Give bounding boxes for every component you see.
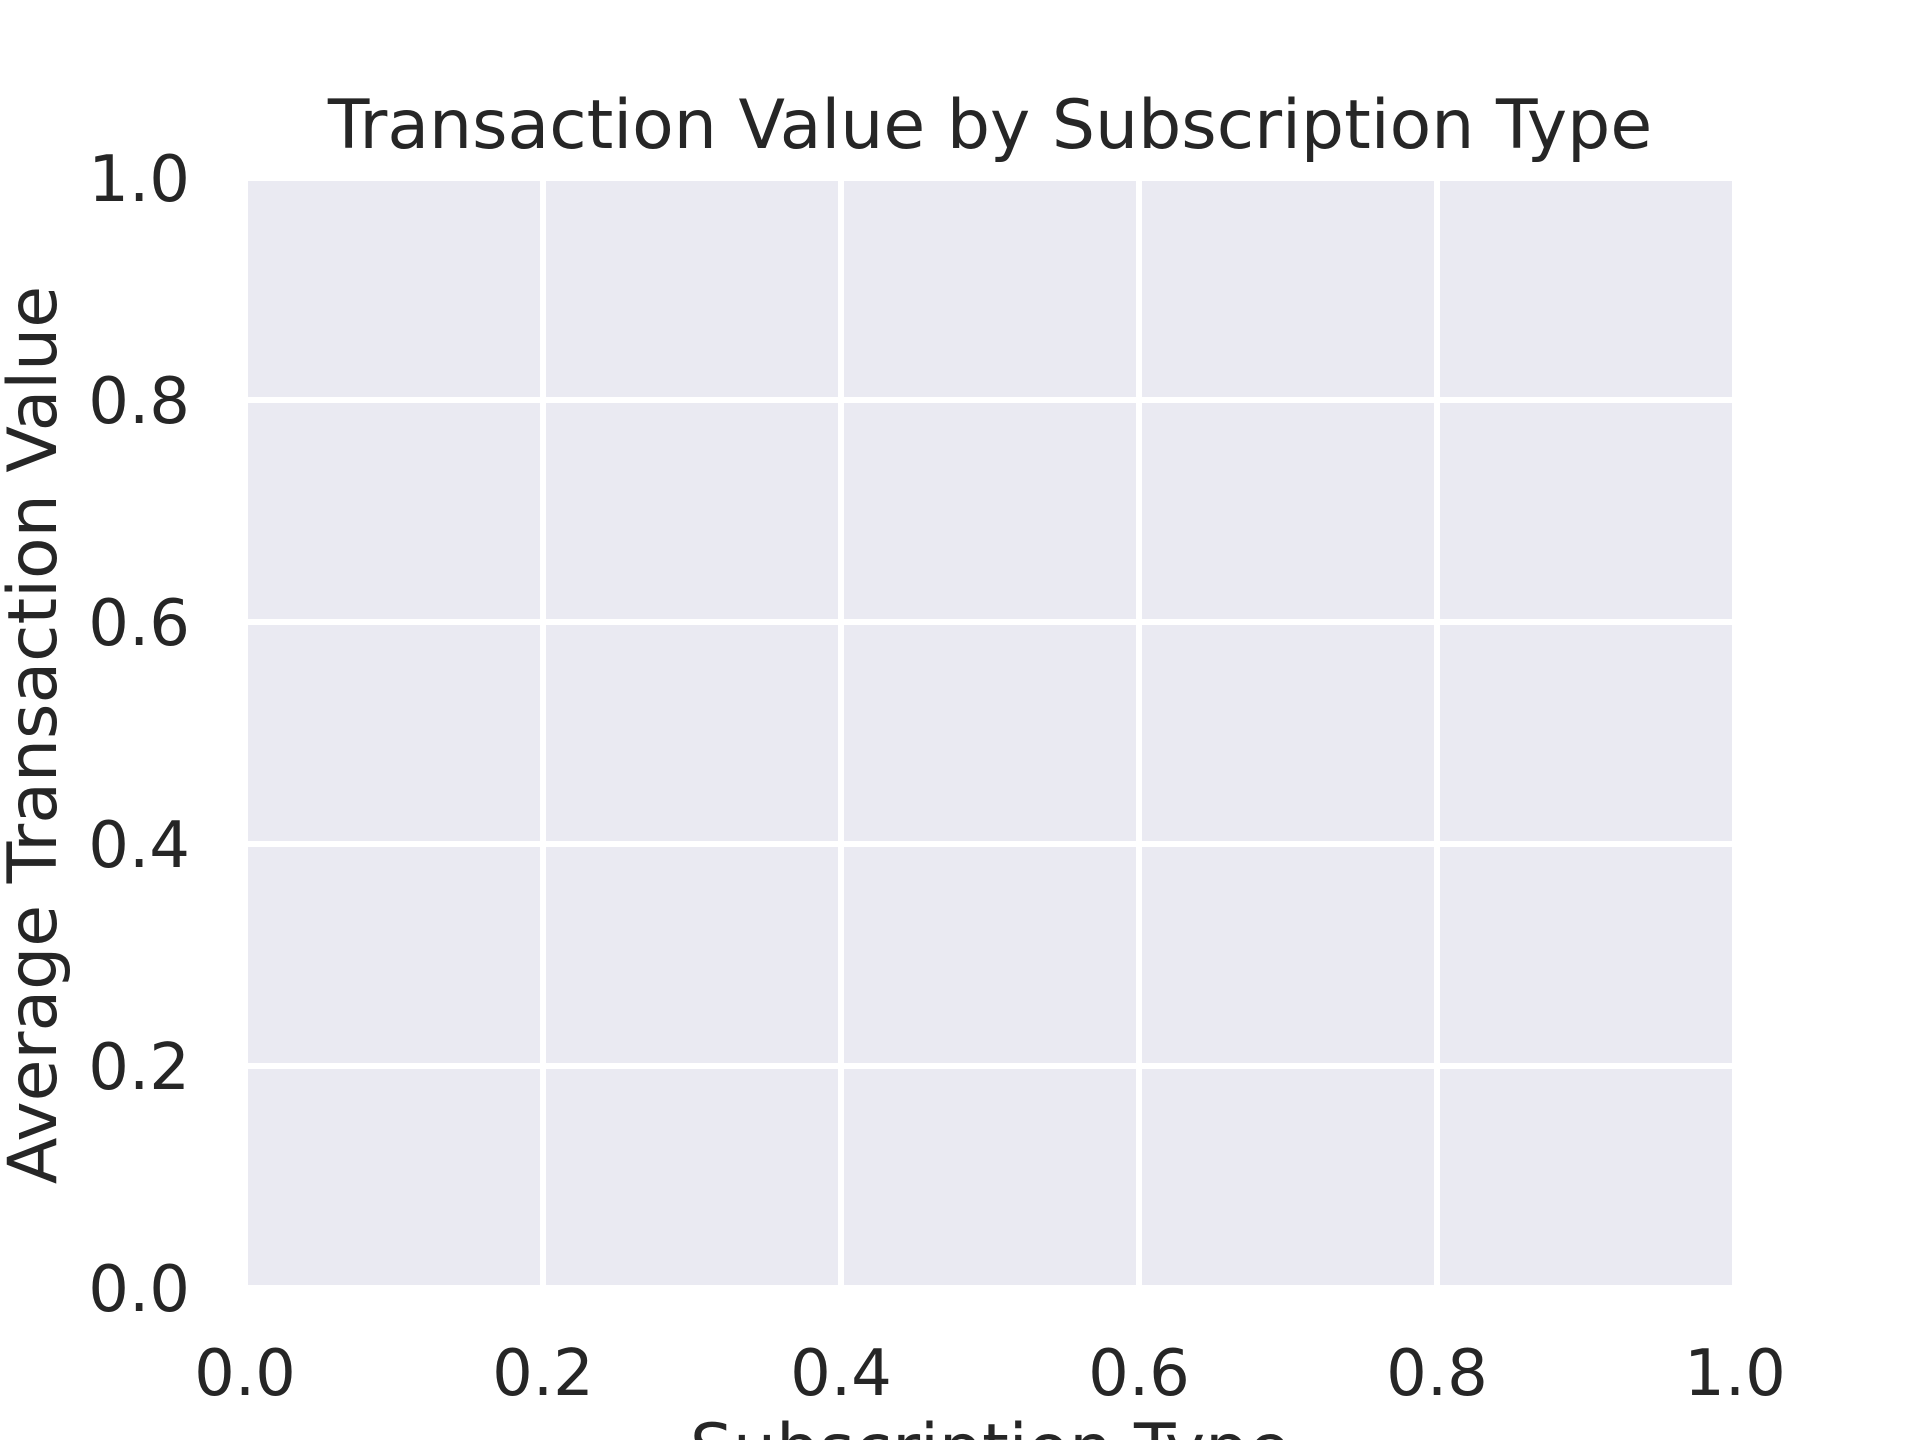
x-tick-label: 0.8: [1386, 1337, 1488, 1411]
y-axis-ticks: 0.0 0.2 0.4 0.6 0.8 1.0: [88, 143, 190, 1327]
y-tick-label: 0.2: [88, 1031, 190, 1105]
x-axis-ticks: 0.0 0.2 0.4 0.6 0.8 1.0: [194, 1337, 1786, 1411]
y-tick-label: 0.4: [88, 809, 190, 883]
x-tick-label: 0.0: [194, 1337, 296, 1411]
y-tick-label: 0.6: [88, 587, 190, 661]
y-axis-label: Average Transaction Value: [0, 286, 73, 1184]
grid: [242, 175, 1738, 1291]
x-tick-label: 1.0: [1684, 1337, 1786, 1411]
x-tick-label: 0.6: [1088, 1337, 1190, 1411]
x-tick-label: 0.2: [492, 1337, 594, 1411]
plot-area: [245, 178, 1735, 1288]
chart-title: Transaction Value by Subscription Type: [327, 86, 1652, 165]
x-tick-label: 0.4: [790, 1337, 892, 1411]
y-tick-label: 0.8: [88, 365, 190, 439]
y-tick-label: 1.0: [88, 143, 190, 217]
y-tick-label: 0.0: [88, 1253, 190, 1327]
x-axis-label: Subscription Type: [690, 1410, 1290, 1440]
